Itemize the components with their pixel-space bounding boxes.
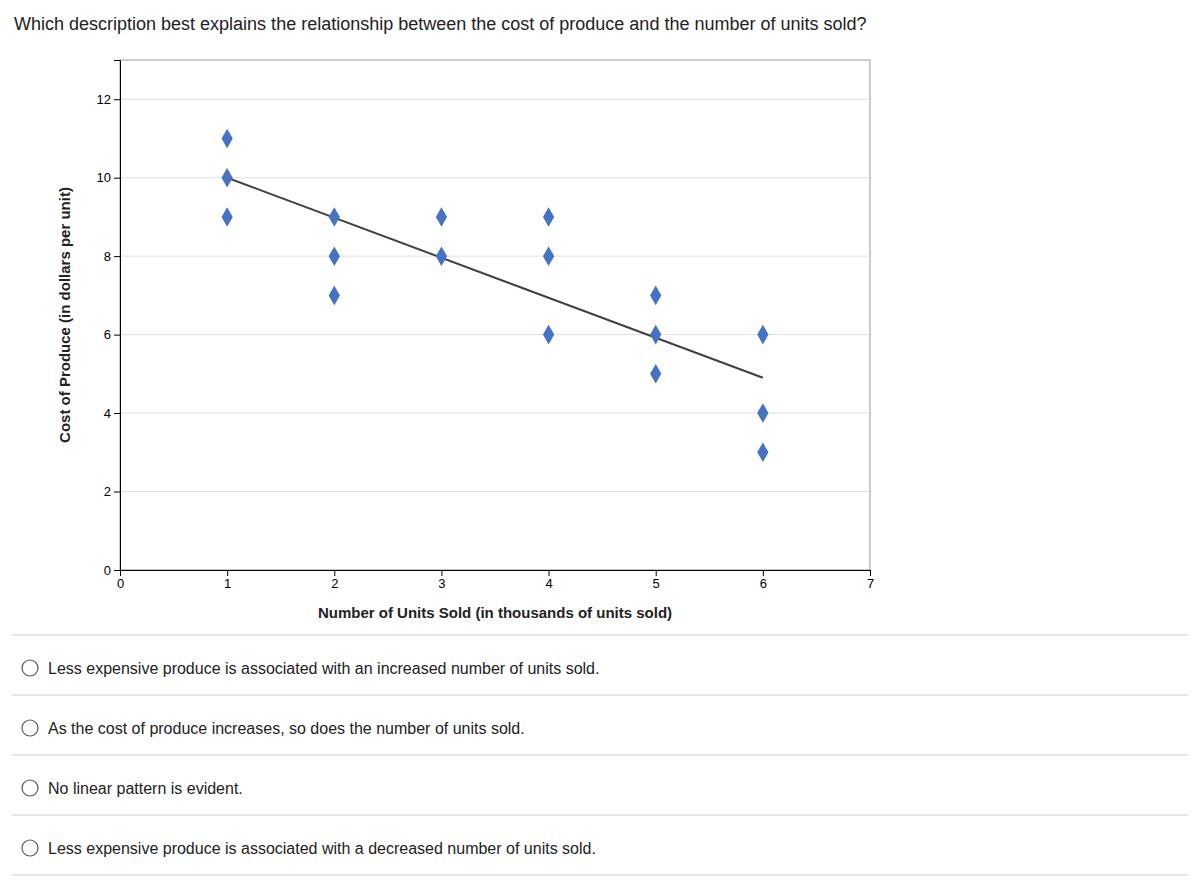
point (543, 246, 554, 266)
tick-mark (114, 570, 120, 571)
point (436, 246, 447, 266)
tick-label: 5 (653, 576, 660, 591)
tick-mark (114, 492, 120, 493)
tick: 1 (224, 570, 231, 591)
tick-mark (870, 570, 871, 576)
x-axis: 0 1 2 3 4 5 6 7 (117, 570, 874, 591)
tick-mark (114, 413, 120, 414)
tick-mark (114, 99, 120, 100)
tick: 7 (867, 570, 874, 591)
point (329, 207, 340, 227)
tick: 4 (104, 406, 120, 421)
marks (222, 129, 769, 462)
radio-button (22, 720, 38, 736)
tick: 2 (331, 570, 338, 591)
tick-mark (114, 178, 120, 179)
tick-label: 4 (104, 406, 111, 421)
x-axis-label: Number of Units Sold (in thousands of un… (318, 604, 672, 621)
separator (12, 755, 1188, 756)
tick-label: 2 (104, 484, 111, 499)
grid-line (120, 491, 870, 492)
tick-label: 6 (760, 576, 767, 591)
point (329, 246, 340, 266)
tick-mark (227, 570, 228, 576)
tick-label: 0 (117, 576, 124, 591)
radio-button (22, 840, 38, 856)
answer-option: No linear pattern is evident. (48, 780, 243, 797)
tick: 6 (104, 327, 120, 342)
y-grid (120, 99, 870, 570)
tick-mark (763, 570, 764, 576)
point (543, 325, 554, 345)
plot-frame (120, 60, 870, 570)
tick-mark (114, 335, 120, 336)
point (222, 168, 233, 188)
point (436, 207, 447, 227)
tick-label: 1 (224, 576, 231, 591)
tick-label: 8 (104, 249, 111, 264)
point (650, 286, 661, 306)
tick: 4 (545, 570, 552, 591)
point (222, 207, 233, 227)
answer-option: Less expensive produce is associated wit… (48, 840, 596, 857)
point (543, 207, 554, 227)
tick: 6 (760, 570, 767, 591)
tick-label: 2 (331, 576, 338, 591)
title: Which description best explains the rela… (14, 14, 867, 34)
tick-label: 3 (438, 576, 445, 591)
tick: 10 (97, 170, 120, 185)
point (757, 403, 768, 423)
trend-line (227, 178, 763, 378)
tick: 0 (117, 570, 124, 591)
point (329, 286, 340, 306)
separator (12, 635, 1188, 636)
tick: 8 (104, 249, 120, 264)
separator (12, 815, 1188, 816)
y-axis: 0 2 4 6 8 10 12 (97, 61, 121, 578)
tick: 0 (104, 563, 120, 578)
tick: 3 (438, 570, 445, 591)
tick-mark (441, 570, 442, 576)
grid-line (120, 256, 870, 257)
answer-options: Less expensive produce is associated wit… (12, 635, 1188, 875)
tick-label: 10 (97, 170, 111, 185)
tick-label: 12 (97, 92, 111, 107)
scatter-points (222, 129, 769, 462)
tick-mark (656, 570, 657, 576)
tick-mark (114, 256, 120, 257)
tick-label: 0 (104, 563, 111, 578)
tick-label: 6 (104, 327, 111, 342)
point (650, 325, 661, 345)
y-axis-label: Cost of Produce (in dollars per unit) (56, 187, 73, 443)
axis-line (114, 61, 121, 571)
separator (12, 875, 1188, 876)
radio-button (22, 780, 38, 796)
point (757, 325, 768, 345)
tick: 2 (104, 484, 120, 499)
axis-line (121, 571, 871, 577)
point (757, 443, 768, 463)
tick-label: 4 (545, 576, 552, 591)
point (222, 129, 233, 149)
point (650, 364, 661, 384)
answer-option: As the cost of produce increases, so doe… (48, 720, 525, 737)
separator (12, 695, 1188, 696)
radio-button (22, 660, 38, 676)
grid-line (120, 99, 870, 100)
tick: 12 (97, 92, 120, 107)
tick-mark (549, 570, 550, 576)
tick-mark (334, 570, 335, 576)
tick-label: 7 (867, 576, 874, 591)
answer-option: Less expensive produce is associated wit… (48, 660, 599, 677)
tick: 5 (653, 570, 660, 591)
plot: 01234567024681012 (97, 60, 875, 591)
chart-svg: Which description best explains the rela… (0, 0, 1200, 885)
